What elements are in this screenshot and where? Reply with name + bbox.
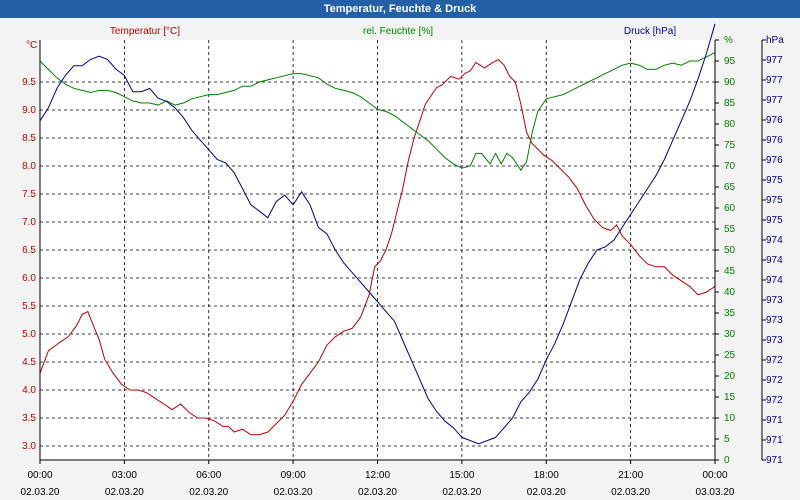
pressure-tick: 976 [766, 115, 783, 126]
humidity-tick: % [724, 35, 733, 46]
x-tick-time: 06:00 [196, 470, 221, 481]
temperature-series-line [39, 58, 716, 436]
chart-title: Temperatur, Feuchte & Druck [323, 3, 477, 15]
pressure-tick: 972 [766, 395, 783, 406]
x-tick-date: 02.03.20 [442, 487, 481, 498]
pressure-tick: 971 [766, 435, 783, 446]
humidity-tick: 30 [724, 329, 736, 340]
pressure-tick: 972 [766, 355, 783, 366]
humidity-tick: 5 [724, 434, 730, 445]
temperature-tick: 5.0 [22, 329, 36, 340]
pressure-tick: 973 [766, 295, 783, 306]
humidity-tick: 80 [724, 119, 736, 130]
temperature-tick: 7.0 [22, 217, 36, 228]
humidity-tick: 90 [724, 77, 736, 88]
temperature-tick: 4.5 [22, 357, 36, 368]
x-tick-time: 21:00 [618, 470, 643, 481]
humidity-tick: 85 [724, 98, 736, 109]
x-tick-time: 00:00 [27, 470, 52, 481]
x-tick-date: 02.03.20 [21, 487, 60, 498]
humidity-tick: 15 [724, 392, 736, 403]
pressure-tick: 975 [766, 215, 783, 226]
x-tick-date: 02.03.20 [189, 487, 228, 498]
humidity-tick: 35 [724, 308, 736, 319]
humidity-tick: 55 [724, 224, 736, 235]
temperature-tick: 6.5 [22, 245, 36, 256]
pressure-tick: 977 [766, 75, 783, 86]
temperature-tick: 3.0 [22, 441, 36, 452]
temperature-tick: 7.5 [22, 189, 36, 200]
temperature-tick: 4.0 [22, 385, 36, 396]
temperature-axis-label: Temperatur [°C] [110, 26, 180, 37]
pressure-tick: 974 [766, 275, 783, 286]
humidity-tick: 60 [724, 203, 736, 214]
humidity-tick: 40 [724, 287, 736, 298]
humidity-tick: 0 [724, 455, 730, 466]
x-tick-time: 18:00 [534, 470, 559, 481]
pressure-tick: 977 [766, 95, 783, 106]
pressure-tick: 972 [766, 375, 783, 386]
pressure-tick: 975 [766, 175, 783, 186]
pressure-tick: 976 [766, 135, 783, 146]
pressure-tick: 974 [766, 255, 783, 266]
temperature-tick: 9.0 [22, 105, 36, 116]
temperature-tick: 8.0 [22, 161, 36, 172]
pressure-tick: 975 [766, 195, 783, 206]
x-tick-date: 02.03.20 [611, 487, 650, 498]
humidity-tick: 95 [724, 56, 736, 67]
pressure-tick: 977 [766, 55, 783, 66]
x-tick-date: 02.03.20 [274, 487, 313, 498]
humidity-tick: 25 [724, 350, 736, 361]
chart: 3.0 3.5 4.0 4.5 5.0 5.5 6.0 6.5 7.0 7.5 8.0 8.5 9.0 9… [0, 18, 800, 500]
chart-title-bar: Temperatur, Feuchte & Druck [0, 0, 800, 18]
humidity-tick: 20 [724, 371, 736, 382]
temperature-tick: 9.5 [22, 77, 36, 88]
humidity-tick: 50 [724, 245, 736, 256]
humidity-tick: 65 [724, 182, 736, 193]
pressure-tick: 973 [766, 335, 783, 346]
humidity-tick: 10 [724, 413, 736, 424]
pressure-series-line [39, 23, 716, 445]
humidity-series-line [39, 52, 716, 172]
temperature-tick: 8.5 [22, 133, 36, 144]
temperature-tick: 5.5 [22, 301, 36, 312]
humidity-tick: 70 [724, 161, 736, 172]
x-tick-time: 03:00 [112, 470, 137, 481]
x-tick-time: 09:00 [281, 470, 306, 481]
pressure-tick: 971 [766, 455, 783, 466]
temperature-unit-label: °C [26, 40, 37, 51]
pressure-tick: hPa [766, 35, 784, 46]
pressure-tick: 974 [766, 235, 783, 246]
pressure-tick: 971 [766, 415, 783, 426]
humidity-tick: 75 [724, 140, 736, 151]
x-tick-date: 02.03.20 [358, 487, 397, 498]
x-tick-time: 12:00 [365, 470, 390, 481]
x-tick-date: 02.03.20 [105, 487, 144, 498]
temperature-tick: 3.5 [22, 413, 36, 424]
pressure-tick: 973 [766, 315, 783, 326]
x-tick-date: 03.03.20 [696, 487, 735, 498]
x-tick-time: 00:00 [702, 470, 727, 481]
pressure-tick: 976 [766, 155, 783, 166]
pressure-axis-label: Druck [hPa] [624, 26, 676, 37]
humidity-axis-label: rel. Feuchte [%] [363, 26, 433, 37]
temperature-tick: 6.0 [22, 273, 36, 284]
x-tick-time: 15:00 [449, 470, 474, 481]
humidity-tick: 45 [724, 266, 736, 277]
x-tick-date: 02.03.20 [527, 487, 566, 498]
